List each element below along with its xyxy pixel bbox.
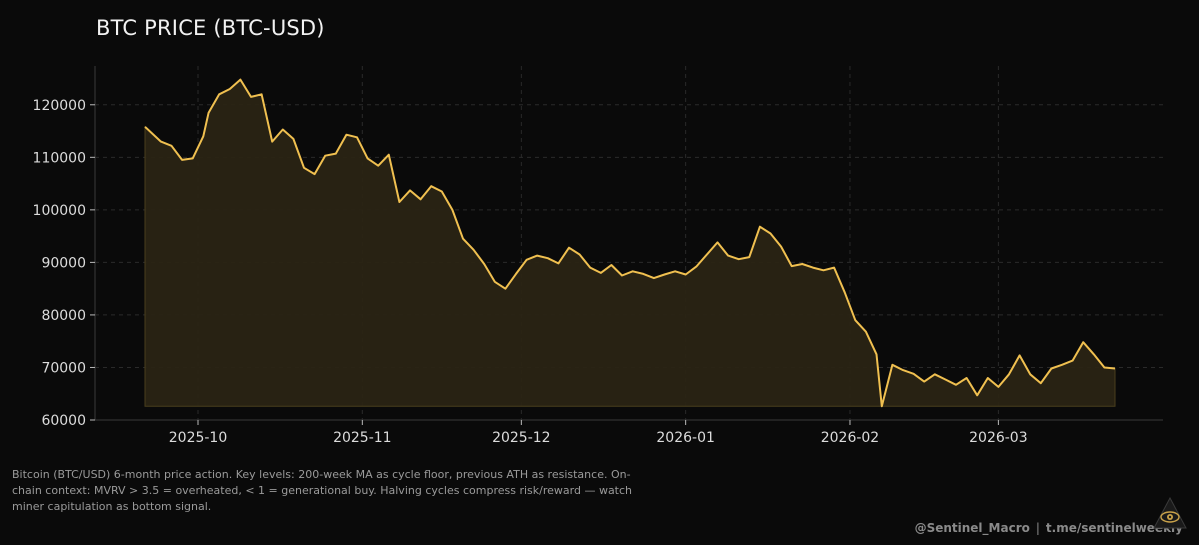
price-line [144, 78, 1116, 408]
chart-title: BTC PRICE (BTC-USD) [96, 16, 325, 40]
x-tick-label: 2026-03 [969, 430, 1028, 446]
y-axis-ticks: 60000 70000 80000 90000 100000 110000 120000 [33, 98, 95, 429]
chart-caption: Bitcoin (BTC/USD) 6-month price action. … [12, 468, 633, 513]
credit-separator: | [1035, 521, 1040, 535]
y-tick-label: 60000 [41, 413, 86, 429]
eye-pyramid-icon [1153, 496, 1187, 531]
x-tick-label: 2025-12 [492, 430, 551, 446]
credit-channel[interactable]: t.me/sentinelweekly [1045, 521, 1183, 535]
y-tick-label: 110000 [33, 150, 86, 166]
y-tick-label: 90000 [41, 255, 86, 271]
credit-line: @Sentinel_Macro | t.me/sentinelweekly [915, 521, 1183, 535]
x-tick-label: 2026-02 [821, 430, 880, 446]
credit-handle[interactable]: @Sentinel_Macro [914, 521, 1030, 535]
x-tick-label: 2026-01 [656, 430, 715, 446]
y-tick-label: 80000 [41, 308, 86, 324]
price-area-fill [144, 78, 1116, 407]
x-tick-label: 2025-10 [169, 430, 228, 446]
y-tick-label: 70000 [41, 360, 86, 376]
y-tick-label: 100000 [33, 203, 86, 219]
y-tick-label: 120000 [33, 98, 86, 114]
x-axis-ticks: 2025-10 2025-11 2025-12 2026-01 2026-02 2026-… [169, 420, 1028, 446]
axes [94, 66, 1163, 421]
x-tick-label: 2025-11 [333, 430, 392, 446]
